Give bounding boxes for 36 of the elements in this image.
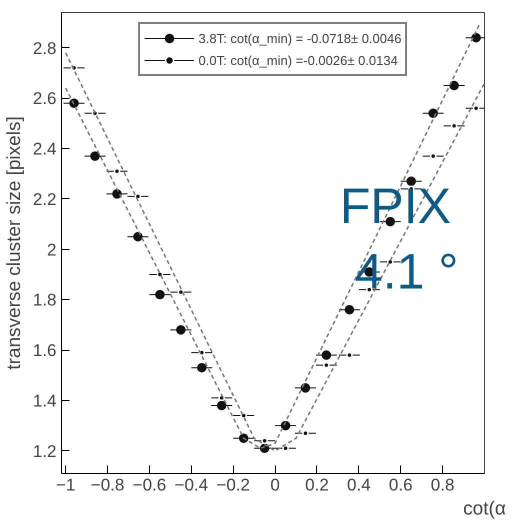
point — [90, 151, 100, 161]
y-tick-label: 1.8 — [32, 290, 57, 310]
point — [176, 325, 186, 335]
annotation: FPIX — [340, 178, 452, 234]
x-tick-label: 0.2 — [305, 476, 329, 494]
x-tick-label: 0 — [270, 476, 280, 494]
point — [155, 290, 165, 300]
y-tick-label: 1.4 — [32, 391, 57, 410]
point — [344, 305, 354, 314]
x-axis-title: cot(α — [463, 498, 506, 520]
y-tick-label: 2 — [47, 240, 57, 260]
x-tick-label: −1 — [56, 476, 76, 494]
point — [406, 176, 416, 186]
x-tick-label: −0.8 — [90, 476, 124, 494]
point — [322, 350, 332, 360]
y-tick-label: 1.2 — [32, 442, 57, 461]
legend-label: 3.8T: cot(α_min) = -0.0718± 0.0046 — [198, 30, 402, 46]
point — [197, 362, 207, 372]
x-tick-label: 0.6 — [388, 476, 413, 494]
point — [216, 400, 226, 410]
legend-label: 0.0T: cot(α_min) =-0.0026± 0.0134 — [198, 52, 398, 68]
x-tick-label: −0.2 — [216, 476, 250, 494]
x-tick-label: 0.4 — [347, 476, 371, 494]
y-tick-label: 2.8 — [32, 38, 57, 58]
x-tick-label: −0.4 — [174, 476, 208, 494]
y-tick-label: 1.6 — [32, 341, 57, 360]
point — [133, 232, 143, 242]
y-axis-title: transverse cluster size [pixels] — [4, 116, 25, 370]
point — [471, 32, 481, 42]
point — [449, 80, 459, 90]
x-tick-label: −0.6 — [132, 476, 166, 494]
x-tick-label: 0.8 — [430, 476, 454, 494]
y-tick-label: 2.4 — [32, 140, 57, 159]
y-tick-label: 2.6 — [32, 89, 57, 108]
point — [300, 383, 310, 393]
y-tick-label: 2.2 — [32, 190, 57, 209]
